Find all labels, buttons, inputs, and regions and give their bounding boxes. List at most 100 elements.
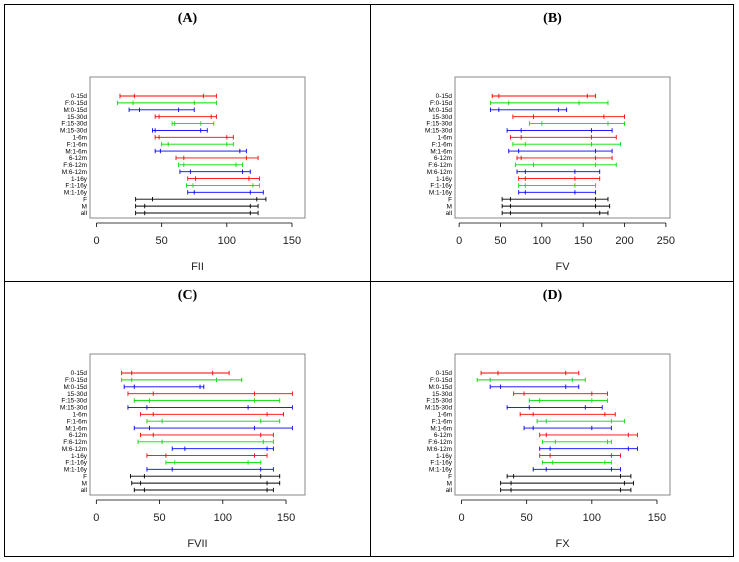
interval-mark	[187, 176, 260, 181]
category-label: M:15-30d	[425, 405, 452, 412]
interval-mark	[146, 418, 281, 424]
category-label: F:1-16y	[430, 183, 452, 190]
interval-mark	[154, 135, 234, 140]
category-label: 0-15d	[436, 370, 453, 377]
interval-mark	[518, 183, 597, 188]
category-label: 1-16y	[71, 176, 88, 183]
interval-mark	[187, 190, 264, 195]
category-label: F:1-6m	[67, 141, 87, 148]
interval-mark	[506, 128, 613, 133]
category-label: 6-12m	[69, 155, 87, 162]
category-label: F:6-12m	[63, 439, 87, 446]
category-label: M:1-6m	[430, 425, 452, 432]
category-label: M:1-6m	[65, 148, 87, 155]
x-tick-label: 150	[574, 235, 592, 247]
interval-mark	[133, 487, 274, 493]
category-label: M:6-12m	[62, 169, 87, 176]
interval-mark	[539, 453, 621, 458]
category-label: F:0-15d	[430, 377, 452, 384]
x-tick-label: 0	[93, 512, 99, 524]
category-label: F:6-12m	[428, 439, 452, 446]
x-tick-label: 0	[93, 235, 99, 247]
interval-mark	[491, 93, 597, 99]
category-label: F:0-15d	[430, 100, 452, 107]
x-axis-label: FVII	[187, 538, 207, 550]
category-label: F	[83, 473, 87, 480]
category-label: M:1-16y	[429, 467, 453, 474]
category-label: 1-16y	[436, 176, 453, 183]
interval-mark	[508, 148, 613, 154]
x-tick-label: 50	[521, 512, 533, 524]
x-tick-label: 150	[277, 512, 295, 524]
interval-mark	[146, 453, 268, 458]
interval-mark	[536, 418, 625, 424]
category-label: F:1-6m	[432, 141, 452, 148]
plot-frame	[454, 76, 671, 219]
interval-mark	[539, 432, 638, 438]
category-label: 6-12m	[434, 432, 452, 439]
category-label: 15-30d	[67, 391, 87, 398]
interval-mark	[541, 460, 612, 465]
category-label: M:15-30d	[60, 128, 87, 135]
figure-grid: (A) 0-15d F:0-15d M:0-15d 15-30d F:15-30d M:1…	[4, 4, 734, 557]
interval-mark	[179, 169, 251, 174]
plot-frame	[89, 353, 306, 496]
category-label: 0-15d	[71, 370, 88, 377]
panel-d: (D) 0-15d F:0-15d M:0-15d 15-30d F:15-30d M:1…	[370, 282, 735, 558]
interval-mark	[185, 183, 260, 188]
category-label: F:6-12m	[428, 162, 452, 169]
interval-mark	[489, 384, 580, 389]
category-label: M:6-12m	[427, 446, 452, 453]
interval-mark	[131, 480, 281, 486]
interval-mark	[500, 480, 634, 486]
interval-mark	[480, 370, 580, 376]
x-tick-label: 200	[615, 235, 633, 247]
interval-mark	[512, 114, 625, 119]
interval-mark	[135, 197, 267, 202]
category-label: M:0-15d	[64, 384, 88, 391]
category-label: 1-6m	[72, 134, 87, 141]
category-label: M:15-30d	[425, 128, 452, 135]
category-label: F:6-12m	[63, 162, 87, 169]
interval-mark	[501, 210, 609, 216]
category-label: F:1-16y	[65, 183, 87, 190]
category-label: M:6-12m	[62, 446, 87, 453]
category-label: F:1-16y	[430, 460, 452, 467]
category-label: M	[82, 480, 87, 487]
category-label: M:1-16y	[64, 467, 88, 474]
interval-mark	[516, 169, 601, 174]
category-label: M:15-30d	[60, 405, 87, 412]
interval-mark	[539, 446, 638, 451]
x-tick-label: 50	[156, 235, 168, 247]
category-label: F:0-15d	[65, 100, 87, 107]
interval-mark	[528, 398, 608, 403]
interval-mark	[500, 487, 632, 493]
x-axis-label: FV	[555, 261, 570, 273]
interval-mark	[518, 176, 601, 181]
interval-mark	[514, 162, 617, 168]
category-label: F:15-30d	[426, 121, 452, 128]
category-label: F:1-6m	[432, 418, 452, 425]
panel-b: (B) 0-15d F:0-15d M:0-15d 15-30d F:15-30d M:1…	[370, 5, 735, 281]
interval-chart: 0-15dF:0-15dM:0-15d15-30dF:15-30dM:15-30…	[425, 76, 675, 273]
interval-mark	[154, 148, 247, 154]
category-label: all	[81, 210, 87, 217]
interval-mark	[506, 405, 603, 410]
plot-frame	[89, 76, 306, 219]
x-tick-label: 50	[494, 235, 506, 247]
interval-mark	[476, 377, 586, 383]
category-label: M:6-12m	[427, 169, 452, 176]
interval-mark	[127, 391, 293, 396]
category-label: 1-16y	[71, 453, 88, 460]
panel-label: (B)	[543, 11, 562, 26]
interval-mark	[130, 474, 281, 479]
category-label: M	[447, 203, 452, 210]
interval-mark	[501, 203, 611, 209]
x-axis-label: FII	[191, 261, 204, 273]
interval-mark	[119, 93, 217, 99]
panel-a: (A) 0-15d F:0-15d M:0-15d 15-30d F:15-30d M:1…	[5, 5, 370, 281]
category-label: F	[448, 196, 452, 203]
category-label: all	[81, 487, 87, 494]
interval-mark	[513, 391, 608, 396]
interval-chart: 0-15dF:0-15dM:0-15d15-30dF:15-30dM:15-30…	[60, 76, 306, 273]
